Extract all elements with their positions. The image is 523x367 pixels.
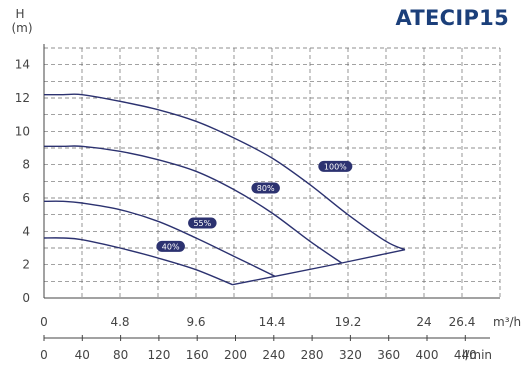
y-tick-label: 4 <box>22 224 30 238</box>
y-tick-label: 2 <box>22 258 30 272</box>
y-axis-unit: (m) <box>11 21 32 35</box>
x-tick-label-m3h: 19.2 <box>335 315 362 329</box>
x-tick-label-lmin: 440 <box>454 348 477 362</box>
curve-40pct <box>43 237 233 286</box>
boundary-line <box>232 248 406 286</box>
x-tick-label-m3h: 9.6 <box>186 315 205 329</box>
x-tick-label-lmin: 200 <box>224 348 247 362</box>
series-label-text: 80% <box>257 184 275 193</box>
curve-55pct <box>43 200 276 277</box>
x-tick-label-lmin: 40 <box>75 348 90 362</box>
y-tick-label: 12 <box>15 91 30 105</box>
x-tick-label-m3h: 4.8 <box>110 315 129 329</box>
y-tick-label: 10 <box>15 124 30 138</box>
x-tick-label-lmin: 360 <box>377 348 400 362</box>
series-label-pill <box>188 217 217 229</box>
chart-title: ATECIP15 <box>395 6 509 30</box>
series-label-pill <box>318 160 353 172</box>
x-axis-unit-m3h: m³/h <box>493 315 521 329</box>
x-tick-label-m3h: 24 <box>416 315 431 329</box>
x-tick-label-m3h: 26.4 <box>449 315 476 329</box>
x-tick-label-lmin: 400 <box>416 348 439 362</box>
series-label-text: 100% <box>324 162 347 171</box>
x-tick-label-m3h: 14.4 <box>259 315 286 329</box>
series-label-pill <box>251 182 280 194</box>
x-tick-label-lmin: 320 <box>339 348 362 362</box>
series-label-text: 55% <box>193 219 211 228</box>
grid <box>44 47 501 298</box>
y-tick-label: 0 <box>22 291 30 305</box>
x-tick-label-lmin: 80 <box>113 348 128 362</box>
x-tick-label-lmin: 0 <box>40 348 48 362</box>
series-labels: 100% 80% 55% 40% <box>156 160 353 252</box>
y-tick-label: 8 <box>22 158 30 172</box>
y-tick-label: 14 <box>15 58 30 72</box>
y-axis-label: H <box>15 7 24 21</box>
series-label-pill <box>156 240 185 252</box>
x-tick-label-m3h: 0 <box>40 315 48 329</box>
curve-80pct <box>44 145 343 264</box>
series-label-text: 40% <box>162 242 180 251</box>
x-tick-label-lmin: 280 <box>301 348 324 362</box>
curves <box>43 93 406 286</box>
x-tick-label-lmin: 160 <box>186 348 209 362</box>
x-tick-label-lmin: 240 <box>262 348 285 362</box>
series-label-55pct: 55% <box>188 217 217 229</box>
x-axis-unit-lmin: l/min <box>462 348 492 362</box>
series-label-100pct: 100% <box>318 160 353 172</box>
series-label-40pct: 40% <box>156 240 185 252</box>
y-tick-label: 6 <box>22 191 30 205</box>
curve-100pct <box>43 93 406 251</box>
series-label-80pct: 80% <box>251 182 280 194</box>
x-tick-label-lmin: 120 <box>147 348 170 362</box>
